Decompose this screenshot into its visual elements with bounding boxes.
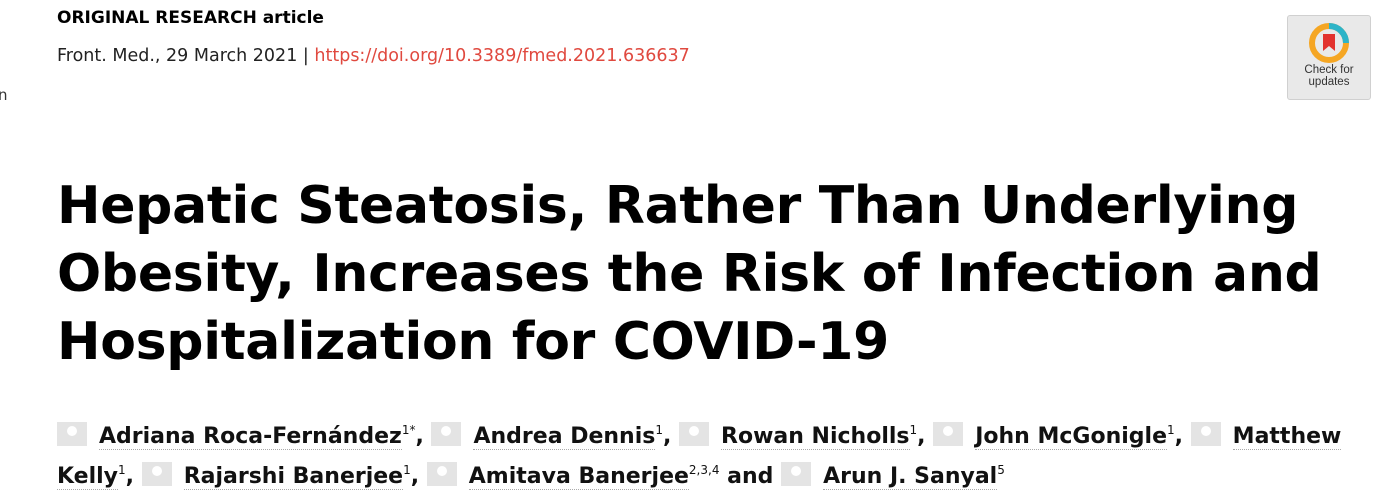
separator: , [1174, 424, 1183, 449]
check-updates-badge[interactable]: Check for updates [1287, 15, 1371, 100]
author-affiliation: 1 [403, 463, 411, 477]
author-affiliation: 5 [997, 463, 1005, 477]
conjunction: and [727, 464, 774, 489]
article-title: Hepatic Steatosis, Rather Than Underlyin… [57, 172, 1322, 376]
author-list: Adriana Roca-Fernández1*, Andrea Dennis1… [57, 417, 1387, 497]
badge-line: updates [1308, 76, 1350, 88]
author-name[interactable]: Rowan Nicholls [721, 424, 910, 450]
author-name[interactable]: Arun J. Sanyal [823, 464, 998, 490]
separator: , [410, 464, 420, 489]
author-avatar [679, 422, 710, 446]
title-line: Obesity, Increases the Risk of Infection… [57, 244, 1322, 304]
author-name[interactable]: Adriana Roca-Fernández [99, 424, 402, 450]
author-avatar [933, 422, 964, 446]
author-name[interactable]: Amitava Banerjee [468, 464, 689, 490]
journal-line: Front. Med., 29 March 2021 | https://doi… [57, 46, 690, 66]
author-affiliation: 1 [1167, 423, 1175, 437]
author-name[interactable]: Matthew Kelly [57, 424, 1342, 490]
author-affiliation: 1 [909, 423, 918, 437]
author-avatar [431, 422, 462, 446]
author-avatar [1190, 422, 1221, 446]
author-name[interactable]: Andrea Dennis [473, 424, 656, 450]
doi-link[interactable]: https://doi.org/10.3389/fmed.2021.636637 [314, 46, 690, 66]
title-line: Hospitalization for COVID-19 [57, 312, 890, 372]
author-name[interactable]: Rajarshi Banerjee [183, 464, 404, 490]
author-affiliation: 1 [655, 423, 663, 437]
journal-date: Front. Med., 29 March 2021 [57, 46, 298, 66]
title-line: Hepatic Steatosis, Rather Than Underlyin… [57, 176, 1299, 236]
badge-icon [1309, 23, 1349, 63]
separator: , [917, 424, 926, 449]
author-affiliation: 1* [401, 423, 416, 437]
author-avatar [141, 462, 172, 486]
separator: , [662, 424, 672, 449]
author-avatar [426, 462, 457, 486]
author-avatar [57, 422, 87, 446]
badge-line: Check for [1304, 64, 1354, 76]
sidebar-fragment: n [0, 86, 8, 104]
separator: , [125, 464, 135, 489]
article-type: ORIGINAL RESEARCH article [57, 8, 324, 28]
divider: | [302, 46, 309, 66]
author-name[interactable]: John McGonigle [975, 424, 1167, 450]
author-avatar [781, 462, 812, 486]
author-affiliation: 1 [118, 463, 126, 477]
author-affiliation: 2,3,4 [688, 463, 720, 477]
separator: , [415, 424, 424, 449]
